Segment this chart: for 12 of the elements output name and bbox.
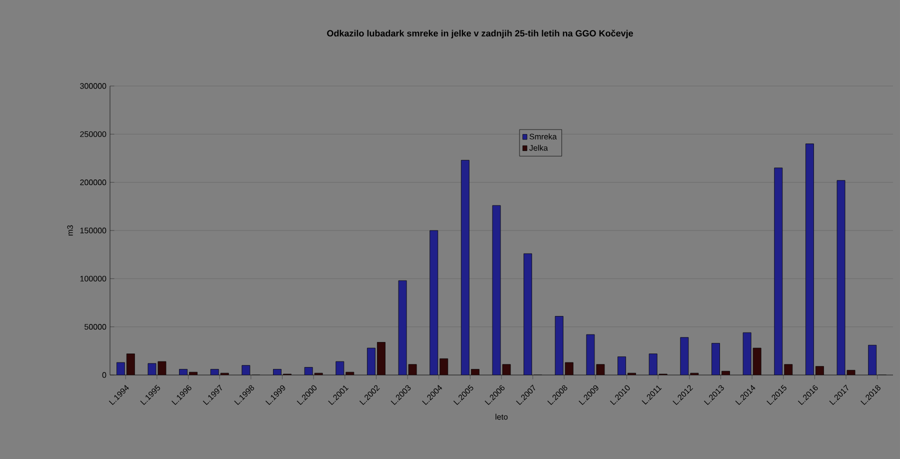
y-tick-label: 150000 bbox=[80, 228, 106, 234]
y-tick-label: 100000 bbox=[80, 276, 106, 282]
y-tick-label: 200000 bbox=[80, 180, 106, 186]
legend-label: Smreka bbox=[530, 134, 557, 140]
y-tick-label: 300000 bbox=[80, 83, 106, 89]
y-tick-label: 250000 bbox=[80, 131, 106, 137]
x-axis-title: leto bbox=[496, 414, 508, 420]
y-tick-label: 0 bbox=[102, 372, 106, 378]
y-tick-label: 50000 bbox=[84, 324, 106, 330]
legend-label: Jelka bbox=[529, 144, 548, 151]
y-axis-title: m3 bbox=[67, 225, 73, 236]
chart-title: Odkazilo lubadark smreke in jelke v zadnjih 25-tih letih na GGO Kočevje bbox=[327, 30, 634, 38]
